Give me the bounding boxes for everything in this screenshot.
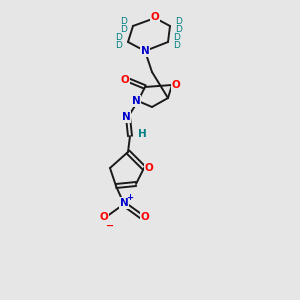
Text: N: N	[122, 112, 130, 122]
Text: N: N	[132, 96, 140, 106]
Text: O: O	[141, 212, 149, 222]
Text: O: O	[172, 80, 180, 90]
Text: D: D	[116, 41, 122, 50]
Text: D: D	[174, 41, 180, 50]
Text: O: O	[151, 12, 159, 22]
Text: O: O	[121, 75, 129, 85]
Text: N: N	[141, 46, 149, 56]
Text: D: D	[174, 34, 180, 43]
Text: −: −	[106, 221, 114, 231]
Text: D: D	[176, 17, 182, 26]
Text: D: D	[121, 26, 128, 34]
Text: H: H	[138, 129, 146, 139]
Text: +: +	[127, 193, 134, 202]
Text: D: D	[121, 17, 128, 26]
Text: N: N	[120, 198, 128, 208]
Text: D: D	[116, 34, 122, 43]
Text: D: D	[176, 26, 182, 34]
Text: O: O	[145, 163, 153, 173]
Text: O: O	[100, 212, 108, 222]
